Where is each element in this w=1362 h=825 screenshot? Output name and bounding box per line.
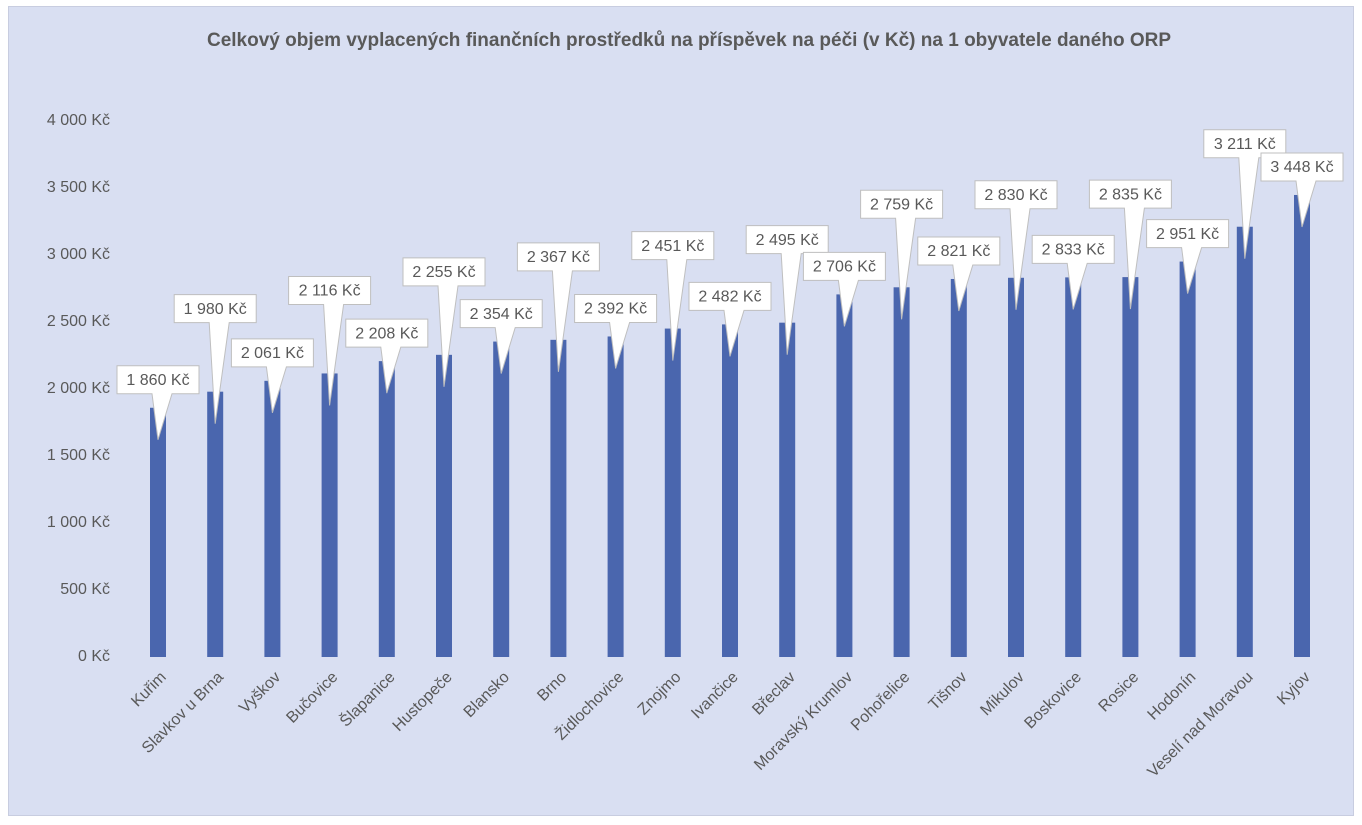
data-label-callout — [860, 189, 944, 320]
data-label-callout — [1260, 152, 1344, 228]
x-tick-label: Blansko — [461, 669, 513, 721]
y-tick-label: 2 500 Kč — [47, 313, 110, 330]
x-tick-label: Kuřim — [128, 669, 170, 711]
data-label: 2 482 Kč — [698, 289, 761, 306]
x-tick-label: Brno — [534, 669, 570, 705]
bar — [1065, 277, 1082, 657]
bar — [950, 278, 967, 657]
data-label-callout — [1146, 219, 1230, 294]
data-label: 2 495 Kč — [756, 232, 819, 249]
data-label: 2 951 Kč — [1156, 226, 1219, 243]
data-label: 3 211 Kč — [1214, 136, 1276, 153]
data-label: 2 833 Kč — [1042, 242, 1105, 259]
bar — [1008, 277, 1024, 657]
x-tick-label: Vyškov — [236, 669, 284, 717]
data-label: 3 448 Kč — [1270, 159, 1333, 176]
data-label-callout — [402, 257, 486, 387]
y-tick-label: 2 000 Kč — [47, 380, 110, 397]
y-tick-label: 0 Kč — [78, 648, 110, 665]
x-tick-label: Moravský Krumlov — [751, 669, 856, 774]
x-tick-label: Ivančice — [688, 669, 742, 723]
y-tick-label: 1 000 Kč — [47, 514, 110, 531]
bar — [836, 294, 853, 657]
data-label: 2 451 Kč — [641, 238, 704, 255]
x-tick-label: Hodonín — [1145, 669, 1200, 724]
data-label: 1 860 Kč — [126, 372, 189, 389]
y-tick-label: 500 Kč — [60, 581, 110, 598]
data-label-callout — [574, 293, 658, 369]
bar — [722, 324, 738, 657]
data-label: 2 392 Kč — [584, 301, 647, 318]
x-tick-label: Šlapanice — [335, 667, 398, 730]
data-label: 2 759 Kč — [870, 197, 933, 214]
y-tick-label: 4 000 Kč — [47, 112, 110, 129]
data-label: 1 980 Kč — [184, 301, 247, 318]
bar — [493, 341, 510, 657]
x-tick-label: Hustopeče — [390, 669, 456, 735]
data-label: 2 821 Kč — [927, 243, 990, 260]
bar — [1179, 261, 1196, 657]
x-tick-label: Kyjov — [1274, 669, 1314, 709]
data-label-callout — [345, 318, 429, 394]
bar — [378, 361, 395, 657]
x-tick-label: Tišnov — [926, 669, 971, 714]
bar — [1236, 226, 1253, 657]
bar — [893, 287, 910, 657]
data-label-callout — [116, 365, 200, 440]
data-label-callout — [230, 338, 314, 413]
y-tick-label: 3 500 Kč — [47, 179, 110, 196]
y-tick-label: 3 000 Kč — [47, 246, 110, 263]
data-label: 2 208 Kč — [355, 325, 418, 342]
data-label-callout — [917, 236, 1001, 312]
data-label-callout — [459, 299, 543, 374]
bar — [321, 373, 338, 657]
data-label: 2 706 Kč — [813, 259, 876, 276]
x-tick-label: Znojmo — [635, 669, 685, 719]
bar — [207, 391, 224, 657]
data-label-callout — [802, 251, 886, 327]
data-label: 2 255 Kč — [412, 264, 475, 281]
data-label-callout — [974, 180, 1058, 310]
data-label: 2 354 Kč — [470, 306, 533, 323]
bar — [550, 339, 567, 657]
bar — [664, 328, 681, 657]
x-tick-label: Bučovice — [283, 669, 341, 727]
data-label-callout — [288, 275, 372, 406]
data-label: 2 830 Kč — [984, 187, 1047, 204]
data-label-callout — [1031, 234, 1115, 310]
bar — [264, 380, 281, 657]
data-label-callout — [173, 294, 257, 424]
bar — [150, 407, 166, 657]
data-label: 2 367 Kč — [527, 249, 590, 266]
data-label-callout — [631, 231, 715, 361]
x-tick-label: Pohořelice — [848, 669, 914, 735]
x-tick-label: Rosice — [1096, 669, 1143, 716]
bar — [1122, 277, 1139, 657]
bar — [1294, 194, 1310, 657]
x-tick-label: Mikulov — [977, 669, 1027, 719]
bar — [607, 336, 624, 657]
x-tick-label: Boskovice — [1021, 669, 1085, 733]
chart-title: Celkový objem vyplacených finančních pro… — [206, 30, 1172, 51]
bar — [436, 354, 452, 657]
data-label: 2 116 Kč — [299, 283, 361, 300]
data-label: 2 835 Kč — [1099, 186, 1162, 203]
bar — [779, 322, 796, 657]
data-label: 2 061 Kč — [241, 345, 304, 362]
data-label-callout — [516, 242, 600, 372]
data-label-callout — [688, 281, 772, 357]
y-tick-label: 1 500 Kč — [47, 447, 110, 464]
data-label-callout — [1088, 179, 1172, 310]
data-label-callout — [1203, 129, 1287, 259]
x-tick-label: Veselí nad Moravou — [1145, 669, 1257, 781]
data-label-callout — [745, 225, 829, 355]
x-tick-label: Břeclav — [749, 669, 799, 719]
